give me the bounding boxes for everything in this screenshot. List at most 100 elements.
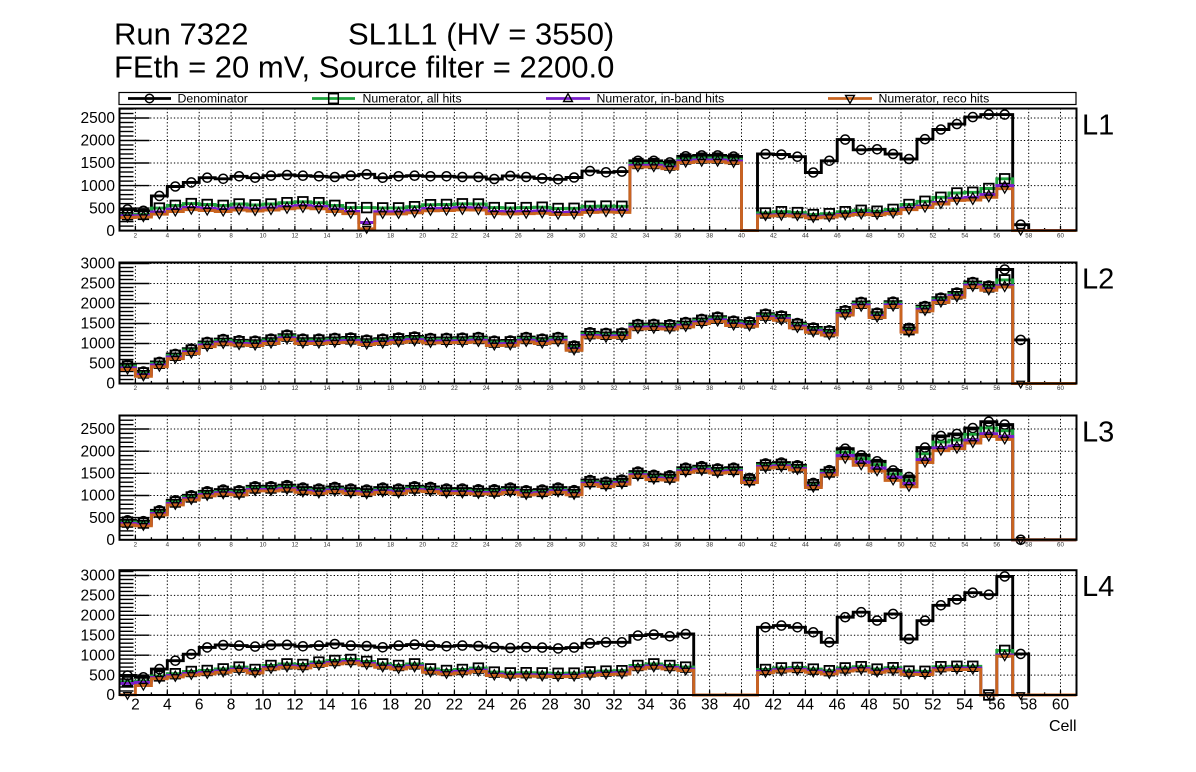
svg-text:2: 2 xyxy=(134,542,138,549)
svg-text:2000: 2000 xyxy=(81,133,116,150)
svg-text:Numerator, reco hits: Numerator, reco hits xyxy=(879,92,990,106)
svg-text:28: 28 xyxy=(541,697,558,714)
svg-text:44: 44 xyxy=(797,697,815,714)
svg-text:4: 4 xyxy=(166,542,170,549)
svg-text:46: 46 xyxy=(834,385,841,392)
svg-text:L4: L4 xyxy=(1082,571,1114,603)
svg-text:22: 22 xyxy=(446,697,463,714)
svg-text:54: 54 xyxy=(961,542,968,549)
svg-text:36: 36 xyxy=(674,232,681,239)
svg-text:500: 500 xyxy=(89,667,115,684)
svg-text:10: 10 xyxy=(260,542,267,549)
svg-text:6: 6 xyxy=(197,385,201,392)
svg-text:56: 56 xyxy=(988,697,1005,714)
svg-text:30: 30 xyxy=(579,542,586,549)
svg-text:4: 4 xyxy=(166,232,170,239)
svg-text:16: 16 xyxy=(355,542,362,549)
svg-text:52: 52 xyxy=(929,385,936,392)
svg-text:1000: 1000 xyxy=(81,178,116,195)
svg-text:Cell: Cell xyxy=(1049,718,1077,735)
svg-text:48: 48 xyxy=(860,697,877,714)
svg-text:1500: 1500 xyxy=(81,316,116,333)
svg-text:10: 10 xyxy=(260,232,267,239)
svg-text:60: 60 xyxy=(1057,385,1064,392)
svg-text:4: 4 xyxy=(163,697,172,714)
svg-text:3000: 3000 xyxy=(81,256,116,273)
svg-text:38: 38 xyxy=(701,697,718,714)
svg-text:24: 24 xyxy=(483,542,490,549)
svg-text:60: 60 xyxy=(1057,542,1064,549)
svg-text:30: 30 xyxy=(573,697,591,714)
svg-text:40: 40 xyxy=(738,385,745,392)
svg-text:34: 34 xyxy=(642,542,649,549)
svg-text:40: 40 xyxy=(738,542,745,549)
svg-text:58: 58 xyxy=(1025,542,1032,549)
svg-text:1000: 1000 xyxy=(81,336,116,353)
svg-text:0: 0 xyxy=(106,376,115,393)
svg-text:56: 56 xyxy=(993,385,1000,392)
svg-text:2500: 2500 xyxy=(81,276,116,293)
svg-text:12: 12 xyxy=(291,232,298,239)
svg-text:40: 40 xyxy=(733,697,751,714)
svg-text:6: 6 xyxy=(195,697,204,714)
svg-text:4: 4 xyxy=(166,385,170,392)
svg-text:L2: L2 xyxy=(1082,264,1114,296)
svg-text:52: 52 xyxy=(929,232,936,239)
svg-text:26: 26 xyxy=(515,542,522,549)
svg-text:60: 60 xyxy=(1057,232,1064,239)
svg-text:12: 12 xyxy=(291,542,298,549)
svg-text:18: 18 xyxy=(382,697,399,714)
svg-text:18: 18 xyxy=(387,542,394,549)
svg-text:2500: 2500 xyxy=(81,110,116,127)
svg-text:46: 46 xyxy=(834,542,841,549)
svg-text:14: 14 xyxy=(323,385,330,392)
svg-text:10: 10 xyxy=(254,697,272,714)
svg-text:16: 16 xyxy=(350,697,367,714)
svg-text:SL1L1 (HV = 3550): SL1L1 (HV = 3550) xyxy=(348,17,614,52)
svg-text:48: 48 xyxy=(866,542,873,549)
svg-text:42: 42 xyxy=(770,542,777,549)
svg-text:24: 24 xyxy=(483,385,490,392)
svg-text:20: 20 xyxy=(414,697,432,714)
svg-text:1000: 1000 xyxy=(81,647,116,664)
svg-text:0: 0 xyxy=(106,223,115,240)
svg-text:2000: 2000 xyxy=(81,608,116,625)
svg-text:8: 8 xyxy=(229,542,233,549)
svg-text:36: 36 xyxy=(669,697,686,714)
svg-text:34: 34 xyxy=(642,385,649,392)
svg-text:Numerator, all hits: Numerator, all hits xyxy=(363,92,462,106)
svg-text:32: 32 xyxy=(611,232,618,239)
svg-text:42: 42 xyxy=(770,232,777,239)
svg-text:0: 0 xyxy=(106,532,115,549)
svg-text:6: 6 xyxy=(197,232,201,239)
svg-text:58: 58 xyxy=(1025,232,1032,239)
svg-text:56: 56 xyxy=(993,232,1000,239)
svg-text:52: 52 xyxy=(924,697,941,714)
svg-text:16: 16 xyxy=(355,385,362,392)
svg-text:46: 46 xyxy=(834,232,841,239)
svg-text:14: 14 xyxy=(318,697,336,714)
svg-text:1500: 1500 xyxy=(81,627,116,644)
svg-text:FEth = 20 mV, Source filter =: FEth = 20 mV, Source filter = 2200.0 xyxy=(114,50,614,85)
svg-text:26: 26 xyxy=(515,232,522,239)
svg-text:500: 500 xyxy=(89,356,115,373)
svg-text:L3: L3 xyxy=(1082,417,1114,449)
svg-text:2: 2 xyxy=(134,385,138,392)
svg-text:L1: L1 xyxy=(1082,110,1114,142)
svg-text:22: 22 xyxy=(451,385,458,392)
svg-text:2500: 2500 xyxy=(81,421,116,438)
svg-text:42: 42 xyxy=(765,697,782,714)
svg-text:20: 20 xyxy=(419,542,426,549)
svg-text:12: 12 xyxy=(286,697,303,714)
svg-text:28: 28 xyxy=(547,385,554,392)
svg-text:48: 48 xyxy=(866,385,873,392)
svg-text:8: 8 xyxy=(227,697,236,714)
svg-text:12: 12 xyxy=(291,385,298,392)
svg-text:10: 10 xyxy=(260,385,267,392)
svg-text:8: 8 xyxy=(229,232,233,239)
svg-text:58: 58 xyxy=(1025,385,1032,392)
svg-text:1500: 1500 xyxy=(81,155,116,172)
svg-text:50: 50 xyxy=(892,697,910,714)
svg-text:500: 500 xyxy=(89,200,115,217)
svg-text:46: 46 xyxy=(829,697,846,714)
